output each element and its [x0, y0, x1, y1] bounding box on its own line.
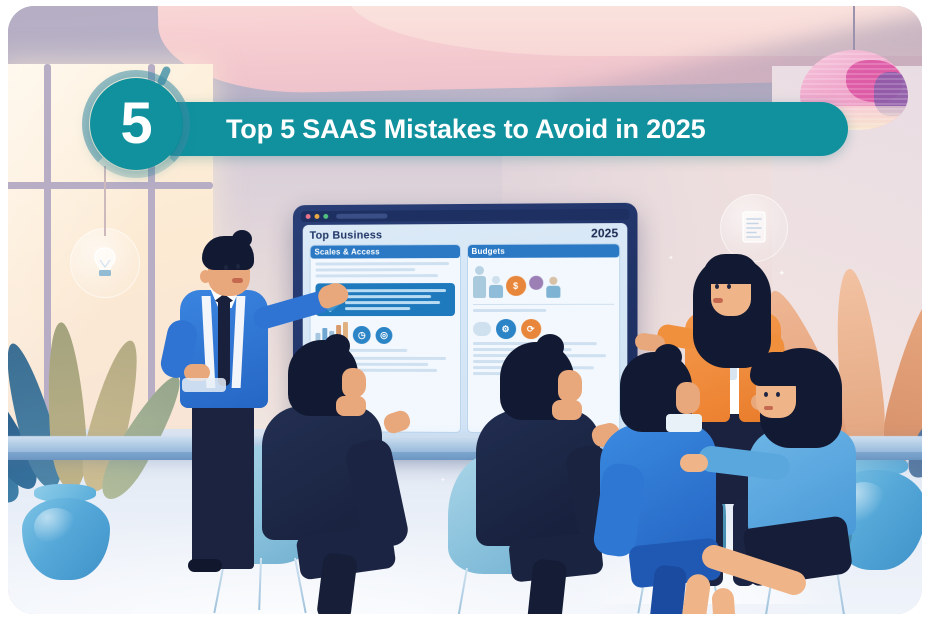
scene-canvas: ✦ ✦ ✦ ✦	[8, 6, 922, 614]
presenter-standing-male	[158, 230, 351, 594]
eye	[764, 392, 768, 397]
hair-top	[703, 254, 759, 284]
trousers	[192, 399, 254, 569]
leg-shin	[316, 552, 358, 614]
hand-left	[184, 364, 210, 381]
hair-bun	[232, 230, 252, 248]
mouth	[713, 298, 723, 303]
vase-left	[22, 498, 110, 580]
title-banner: Top 5 SAAS Mistakes to Avoid in 2025	[148, 102, 848, 156]
hand	[680, 454, 708, 472]
screen-header-title: Top Business	[309, 229, 383, 242]
window-mullion-vertical	[44, 64, 51, 484]
sparkle: ✦	[440, 477, 446, 484]
face-profile	[676, 382, 700, 414]
lamp-cord	[853, 6, 855, 54]
gear-icon: ⚙	[495, 318, 516, 340]
vase-neck	[34, 484, 96, 502]
eye	[727, 284, 731, 289]
leg-shin	[526, 558, 568, 614]
window-mullion-vertical	[148, 64, 155, 484]
dollar-icon: $	[505, 275, 526, 296]
hand	[381, 408, 413, 436]
leg-shin	[648, 564, 688, 614]
mouth	[764, 406, 773, 410]
cuff	[182, 378, 226, 392]
window-dot-red	[305, 214, 311, 219]
badge-number: 5	[120, 91, 152, 156]
neck	[336, 396, 366, 416]
neck	[552, 400, 582, 420]
face-profile	[342, 368, 366, 398]
eye	[776, 392, 780, 397]
leg-lower	[711, 587, 739, 614]
ear	[200, 270, 211, 283]
hair-top	[750, 352, 808, 386]
refresh-icon: ⟳	[520, 318, 541, 340]
lightbulb-glyph	[94, 247, 116, 276]
hair-bun	[324, 334, 350, 358]
attendee-navy-suit	[258, 334, 418, 614]
badge-number-circle: 5	[90, 78, 182, 170]
window-dot-yellow	[314, 213, 320, 219]
document-glyph	[742, 211, 766, 243]
eye	[715, 284, 719, 289]
panel-title-right: Budgets	[467, 244, 620, 258]
screen-year-label: 2025	[591, 226, 619, 241]
screen-urlbar	[336, 213, 388, 219]
attendee-blue-shirt	[591, 344, 746, 614]
sparkle: ✦	[778, 268, 786, 278]
document-icon	[720, 194, 788, 262]
attendee-lightblue-shirt-female	[676, 348, 899, 614]
hair-bun	[654, 344, 682, 370]
window-mullion-horizontal	[8, 182, 213, 189]
banner-title: Top 5 SAAS Mistakes to Avoid in 2025	[226, 113, 706, 144]
lightbulb-icon-cord	[104, 166, 106, 236]
screen-titlebar	[300, 208, 630, 222]
face-profile	[558, 370, 582, 402]
eye	[224, 265, 228, 270]
mouth	[232, 278, 243, 283]
collar	[666, 414, 702, 432]
tie	[218, 298, 230, 386]
attendee-dark-suit-center	[474, 334, 629, 614]
hair-bun	[536, 334, 564, 360]
shoe	[188, 559, 222, 572]
badge-ring	[82, 70, 190, 178]
window-dot-green	[323, 213, 329, 219]
sparkle: ✦	[668, 255, 674, 262]
conference-table-edge	[8, 452, 922, 460]
people-icon: $	[472, 265, 614, 298]
lightbulb-icon	[70, 228, 140, 298]
eye	[236, 264, 240, 269]
